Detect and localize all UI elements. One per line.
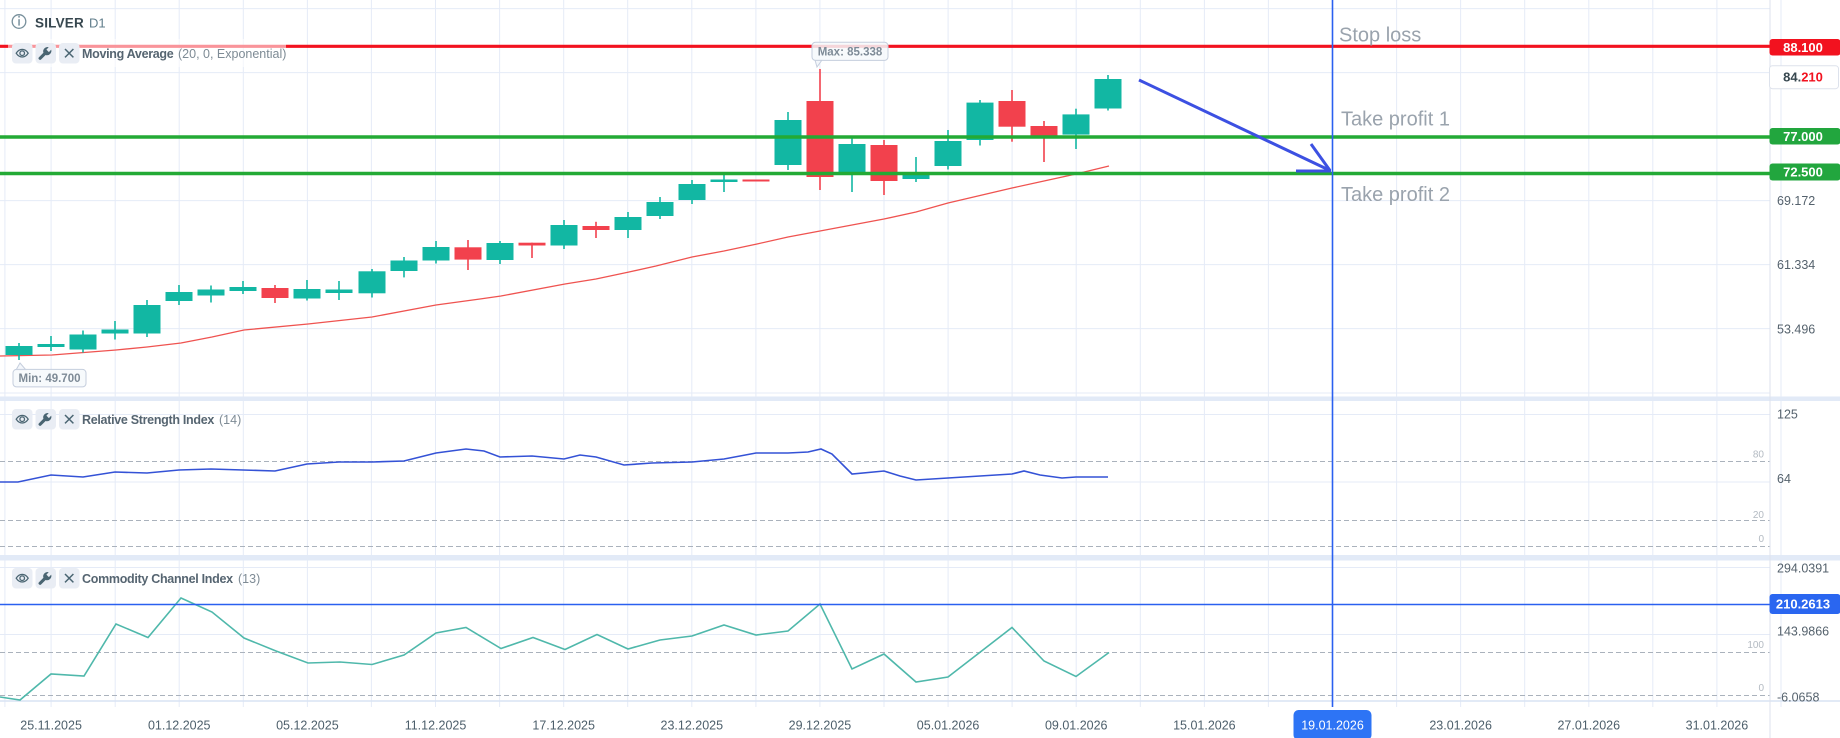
svg-text:(20, 0, Exponential): (20, 0, Exponential) [178,47,286,61]
svg-text:80: 80 [1753,450,1765,461]
svg-text:17.12.2025: 17.12.2025 [532,719,595,733]
svg-text:Min: 49.700: Min: 49.700 [19,373,81,385]
svg-text:D1: D1 [89,16,106,31]
svg-text:05.12.2025: 05.12.2025 [276,719,339,733]
svg-text:69.172: 69.172 [1777,194,1815,208]
svg-text:Stop loss: Stop loss [1339,25,1421,47]
svg-text:77.000: 77.000 [1783,129,1823,144]
svg-text:SILVER: SILVER [35,16,84,31]
svg-text:Relative Strength Index: Relative Strength Index [82,413,214,427]
svg-text:31.01.2026: 31.01.2026 [1686,719,1749,733]
svg-text:05.01.2026: 05.01.2026 [917,719,980,733]
svg-text:19.01.2026: 19.01.2026 [1301,719,1364,733]
svg-text:294.0391: 294.0391 [1777,562,1829,576]
svg-text:Max: 85.338: Max: 85.338 [818,46,883,58]
svg-text:Take profit 2: Take profit 2 [1341,184,1450,206]
svg-text:29.12.2025: 29.12.2025 [789,719,852,733]
svg-text:(13): (13) [238,572,260,586]
svg-text:23.01.2026: 23.01.2026 [1429,719,1492,733]
svg-text:Commodity Channel Index: Commodity Channel Index [82,572,233,586]
svg-text:64: 64 [1777,472,1791,486]
svg-text:84.210: 84.210 [1783,70,1823,85]
svg-text:23.12.2025: 23.12.2025 [661,719,724,733]
svg-text:125: 125 [1777,408,1798,422]
svg-text:88.100: 88.100 [1783,40,1823,55]
svg-text:(14): (14) [219,413,241,427]
svg-text:27.01.2026: 27.01.2026 [1557,719,1620,733]
svg-text:210.2613: 210.2613 [1776,597,1830,612]
svg-text:01.12.2025: 01.12.2025 [148,719,211,733]
svg-text:-6.0658: -6.0658 [1777,691,1819,705]
svg-text:15.01.2026: 15.01.2026 [1173,719,1236,733]
svg-text:11.12.2025: 11.12.2025 [405,719,467,733]
svg-text:Take profit 1: Take profit 1 [1341,109,1450,131]
svg-text:0: 0 [1758,683,1764,694]
svg-text:0: 0 [1758,534,1764,545]
svg-text:61.334: 61.334 [1777,258,1815,272]
svg-text:53.496: 53.496 [1777,323,1815,337]
svg-text:143.9866: 143.9866 [1777,625,1829,639]
svg-text:72.500: 72.500 [1783,165,1823,180]
svg-text:100: 100 [1747,640,1764,651]
svg-text:Moving Average: Moving Average [82,47,174,61]
svg-text:09.01.2026: 09.01.2026 [1045,719,1108,733]
svg-text:20: 20 [1753,510,1765,521]
svg-text:25.11.2025: 25.11.2025 [20,719,82,733]
